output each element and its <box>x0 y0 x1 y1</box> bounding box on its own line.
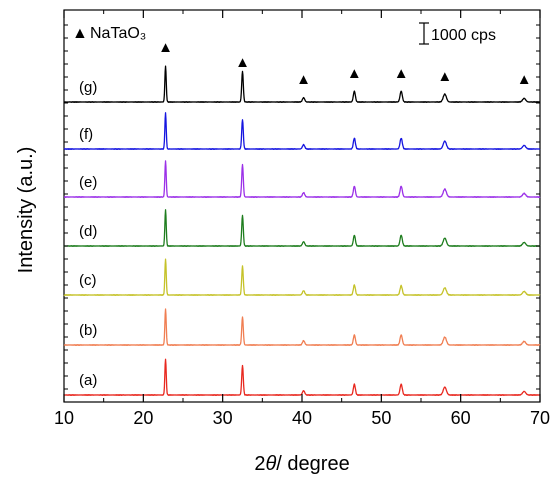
peak-marker: ▲ <box>296 71 311 88</box>
peak-marker: ▲ <box>517 71 532 88</box>
peak-marker: ▲ <box>347 65 362 82</box>
series-trace <box>63 160 541 199</box>
x-axis-title-theta: θ <box>265 453 276 475</box>
legend-marker: ▲ <box>72 25 88 42</box>
x-axis-title: 2θ/ degree <box>254 453 349 475</box>
series-label: (g) <box>79 79 97 96</box>
series-b: (b) <box>63 308 541 347</box>
series-d: (d) <box>63 209 541 248</box>
x-tick-label: 60 <box>451 408 471 428</box>
series-label: (d) <box>79 223 97 240</box>
series-f: (f) <box>63 112 541 151</box>
series-label: (c) <box>79 272 97 289</box>
peak-marker: ▲ <box>394 65 409 82</box>
x-tick-label: 40 <box>292 408 312 428</box>
x-tick-label: 20 <box>133 408 153 428</box>
x-tick-label: 70 <box>530 408 550 428</box>
scale-bar: 1000 cps <box>419 22 496 45</box>
series-trace <box>63 308 541 347</box>
y-axis-title: Intensity (a.u.) <box>15 147 37 274</box>
series-c: (c) <box>63 258 541 297</box>
legend: ▲ NaTaO₃ <box>72 25 146 42</box>
x-axis: 10 20 30 40 50 60 70 <box>54 10 550 428</box>
peak-markers: ▲ ▲ ▲ ▲ ▲ ▲ ▲ <box>158 39 531 88</box>
x-axis-title-suffix: / degree <box>276 453 349 475</box>
scale-bar-label: 1000 cps <box>431 27 496 44</box>
series-label: (e) <box>79 174 97 191</box>
x-axis-title-prefix: 2 <box>254 453 265 475</box>
series-trace <box>63 258 541 297</box>
x-tick-label: 50 <box>371 408 391 428</box>
peak-marker: ▲ <box>235 54 250 71</box>
series-e: (e) <box>63 160 541 199</box>
series-trace <box>63 209 541 248</box>
series-trace <box>63 65 541 104</box>
series-a: (a) <box>63 358 541 397</box>
series-layer: (a) (b) (c) (d) (e) (f) (g) ▲ ▲ ▲ ▲ ▲ ▲ ▲ <box>63 39 541 397</box>
series-label: (f) <box>79 126 93 143</box>
series-trace <box>63 112 541 151</box>
series-g: (g) <box>63 65 541 104</box>
peak-marker: ▲ <box>158 39 173 56</box>
x-tick-label: 30 <box>213 408 233 428</box>
legend-label: NaTaO₃ <box>90 25 146 42</box>
series-label: (a) <box>79 372 97 389</box>
series-trace <box>63 358 541 397</box>
x-tick-label: 10 <box>54 408 74 428</box>
peak-marker: ▲ <box>437 68 452 85</box>
series-label: (b) <box>79 322 97 339</box>
